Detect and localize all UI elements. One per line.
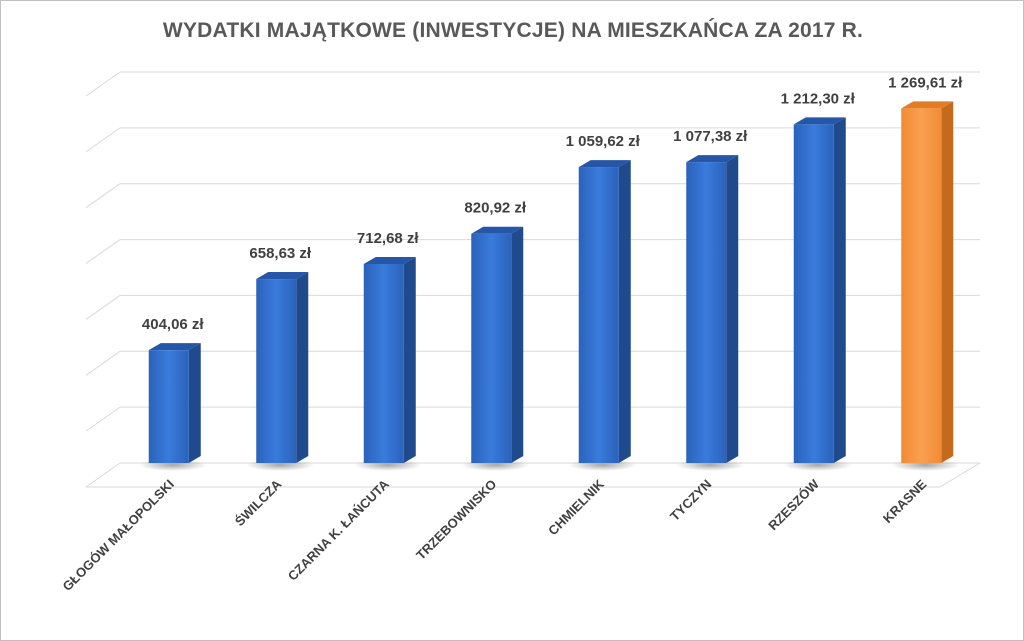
category-label: TYCZYN: [667, 477, 714, 524]
floor-edge: [939, 462, 981, 488]
data-label: 658,63 zł: [249, 245, 312, 262]
data-label: 404,06 zł: [142, 316, 205, 333]
bar: [461, 226, 530, 471]
gridline-depth: [85, 183, 121, 209]
bar-side: [726, 155, 739, 464]
bar-side: [941, 101, 954, 463]
gridline-depth: [85, 239, 121, 264]
bar-side: [618, 160, 631, 463]
category-label: GŁOGÓW MAŁOPOLSKI: [60, 477, 177, 594]
bar-top: [578, 160, 631, 168]
bar-top: [471, 226, 524, 234]
category-label: CHMIELNIK: [545, 476, 607, 538]
category-label: RZESZÓW: [765, 476, 822, 533]
bar-top: [256, 272, 309, 280]
data-label: 1 059,62 zł: [566, 133, 641, 150]
bar-front: [471, 233, 512, 463]
bar-side: [188, 343, 201, 463]
bar-front: [686, 162, 727, 464]
bar-side: [511, 226, 524, 463]
data-label: 1 212,30 zł: [781, 90, 856, 107]
bar: [353, 256, 422, 471]
bar-side: [403, 256, 416, 463]
bar: [138, 343, 207, 471]
gridline-depth: [85, 462, 121, 488]
bar-top: [686, 155, 739, 163]
bar-front: [363, 263, 404, 463]
gridline-depth: [85, 127, 121, 153]
category-label: ŚWILCZA: [232, 476, 285, 529]
bar-top: [363, 256, 416, 264]
category-label: KRASNE: [880, 476, 930, 526]
bar-front: [901, 108, 942, 463]
bar: [568, 160, 637, 471]
bar-side: [833, 117, 846, 463]
bar-top: [793, 117, 846, 125]
data-label: 1 077,38 zł: [673, 128, 748, 145]
bar: [676, 155, 745, 471]
category-label: TRZEBOWNISKO: [413, 477, 499, 563]
gridline-depth: [85, 71, 121, 97]
gridline-depth: [85, 350, 121, 376]
bar-top: [148, 343, 201, 351]
bar-side: [296, 272, 309, 463]
gridline-depth: [85, 406, 121, 432]
data-label: 1 269,61 zł: [888, 74, 963, 91]
bar-front: [148, 350, 189, 463]
data-label: 712,68 zł: [357, 230, 420, 247]
bar-top: [901, 101, 954, 109]
bar-front: [793, 124, 834, 463]
chart-title: WYDATKI MAJĄTKOWE (INWESTYCJE) NA MIESZK…: [162, 19, 864, 42]
bar-front: [256, 279, 297, 463]
bar: [891, 101, 960, 471]
gridline-depth: [85, 295, 121, 320]
category-label: CZARNA K. ŁAŃCUTA: [285, 476, 393, 584]
bar-front: [578, 167, 619, 463]
bar: [246, 272, 315, 471]
bar: [783, 117, 852, 471]
data-label: 820,92 zł: [464, 200, 527, 217]
